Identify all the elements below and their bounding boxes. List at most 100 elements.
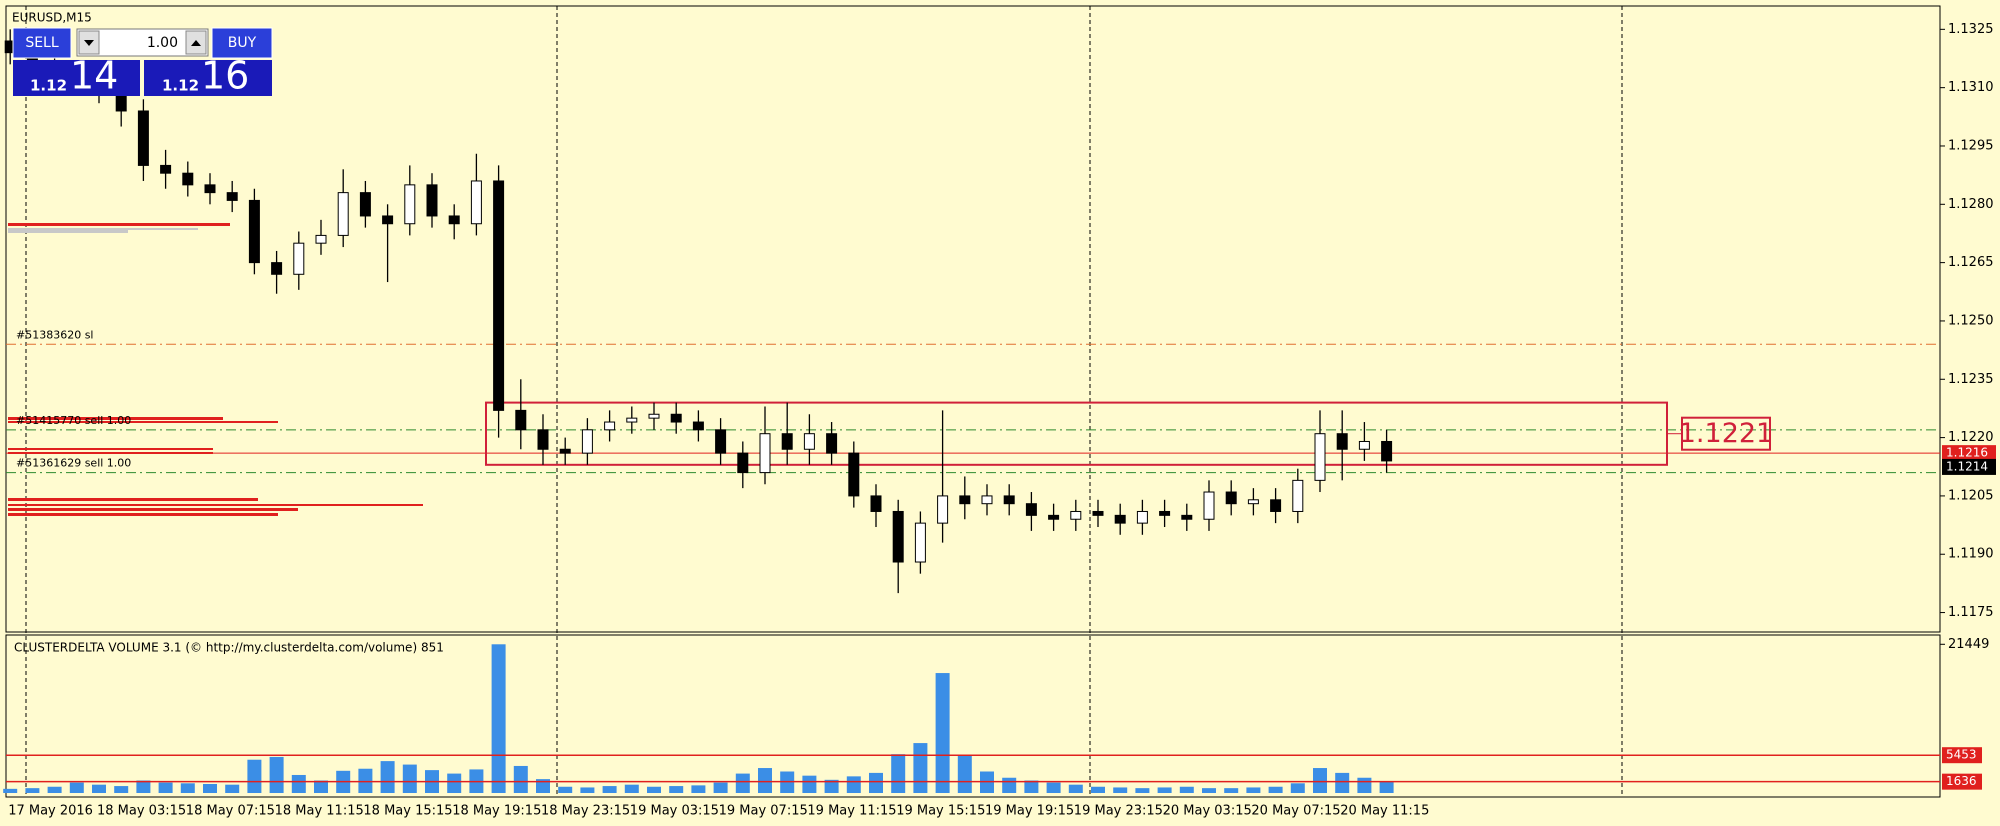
volume-bar xyxy=(957,755,972,793)
order-label: #51361629 sell 1.00 xyxy=(16,457,131,470)
x-tick-label: 19 May 19:15 xyxy=(985,804,1074,819)
x-tick-label: 18 May 15:15 xyxy=(363,804,452,819)
volume-bar xyxy=(1246,787,1261,793)
candle-body xyxy=(604,421,616,431)
sell-price-box[interactable] xyxy=(13,60,140,96)
y-tick-label: 1.1265 xyxy=(1948,255,1994,270)
profile-bar xyxy=(8,421,278,423)
candle-body xyxy=(737,452,749,474)
candle-body xyxy=(359,192,371,217)
volume-bar xyxy=(558,786,573,793)
sell-button[interactable] xyxy=(12,27,72,59)
volume-bar xyxy=(758,768,772,793)
volume-bar xyxy=(624,784,639,793)
volume-bar xyxy=(1179,786,1194,793)
trade-panel: SELL 1.00 BUY 1.12 14 1.12 16 xyxy=(12,27,273,98)
y-tick-label: 1.1235 xyxy=(1948,372,1994,387)
candle-body xyxy=(1048,514,1060,520)
sell-label[interactable]: SELL xyxy=(25,35,59,51)
buy-price-pips: 16 xyxy=(201,54,249,98)
volume-bar xyxy=(491,644,506,793)
indicator-title: CLUSTERDELTA VOLUME 3.1 (© http://my.clu… xyxy=(14,641,444,655)
candle-body xyxy=(248,199,260,264)
y-tick-label: 1.1175 xyxy=(1948,605,1994,620)
volume-bar xyxy=(225,784,240,793)
order-label: #51383620 sl xyxy=(16,328,94,341)
ask-box xyxy=(1942,445,1996,462)
level-label: 5453 xyxy=(1946,748,1977,762)
y-tick-label: 1.1310 xyxy=(1948,80,1994,95)
zone-label-box xyxy=(1681,416,1771,451)
volume-bar xyxy=(824,779,839,793)
candle-body xyxy=(470,180,482,225)
candle-body xyxy=(271,262,283,275)
candle-body xyxy=(870,495,882,512)
candle-body xyxy=(803,433,815,450)
candle-body xyxy=(892,510,904,563)
buy-button[interactable] xyxy=(211,27,273,59)
x-tick-label: 18 May 07:15 xyxy=(186,804,275,819)
buy-price-box[interactable] xyxy=(144,60,272,96)
volume-pane xyxy=(5,634,1941,798)
volume-bar xyxy=(402,764,417,793)
ask-label: 1.1216 xyxy=(1946,446,1988,460)
volume-bar xyxy=(69,782,84,793)
lot-value[interactable]: 1.00 xyxy=(147,35,178,51)
level-box xyxy=(1942,747,1982,764)
profile-bar xyxy=(8,498,258,501)
volume-bar xyxy=(1024,780,1039,793)
volume-bar xyxy=(869,772,883,793)
candle-body xyxy=(160,164,172,174)
volume-bar xyxy=(3,788,18,793)
candle-body xyxy=(759,433,771,474)
x-tick-label: 19 May 07:15 xyxy=(719,804,808,819)
candle-body xyxy=(559,448,571,454)
candle-body xyxy=(493,180,505,411)
volume-bar xyxy=(691,785,706,793)
candle-body xyxy=(448,215,460,225)
volume-bar xyxy=(1113,787,1128,793)
volume-bar xyxy=(114,786,129,793)
profile-bar xyxy=(8,228,198,230)
volume-bar xyxy=(513,765,528,793)
volume-bar xyxy=(1357,777,1372,793)
volume-bar xyxy=(935,673,950,793)
volume-bar xyxy=(1290,783,1305,793)
down-arrow xyxy=(84,40,94,46)
volume-bar xyxy=(1268,786,1283,793)
candle-body xyxy=(648,413,660,419)
x-tick-label: 20 May 07:15 xyxy=(1251,804,1340,819)
candle-body xyxy=(382,215,394,225)
profile-bar xyxy=(8,417,223,420)
candle-body xyxy=(581,429,593,454)
candle-body xyxy=(426,184,438,217)
up-arrow xyxy=(191,40,201,46)
volume-bar xyxy=(1379,781,1394,793)
candle-body xyxy=(692,421,704,431)
bid-box xyxy=(1942,458,1996,475)
y-tick-label: 1.1325 xyxy=(1948,22,1994,37)
buy-label[interactable]: BUY xyxy=(228,35,257,51)
candle-body xyxy=(1159,510,1171,516)
profile-bar xyxy=(8,508,298,511)
volume-bar xyxy=(380,761,395,793)
candle-body xyxy=(1114,514,1126,524)
y-tick-label: 1.1205 xyxy=(1948,488,1994,503)
candle-body xyxy=(293,242,305,275)
profile-bar xyxy=(8,504,423,506)
volume-bar xyxy=(314,780,328,793)
volume-bar xyxy=(1313,768,1327,793)
volume-bar xyxy=(136,780,151,793)
y-tick-label: 21449 xyxy=(1948,637,1989,652)
volume-bar xyxy=(536,779,550,793)
volume-bar xyxy=(802,775,817,793)
candle-body xyxy=(1225,491,1237,505)
candle-body xyxy=(137,110,149,166)
candle-body xyxy=(781,433,793,450)
y-tick-label: 1.1295 xyxy=(1948,138,1994,153)
x-tick-label: 19 May 15:15 xyxy=(896,804,985,819)
volume-bar xyxy=(580,787,595,793)
candle-body xyxy=(182,172,194,186)
volume-bar xyxy=(1068,784,1083,793)
